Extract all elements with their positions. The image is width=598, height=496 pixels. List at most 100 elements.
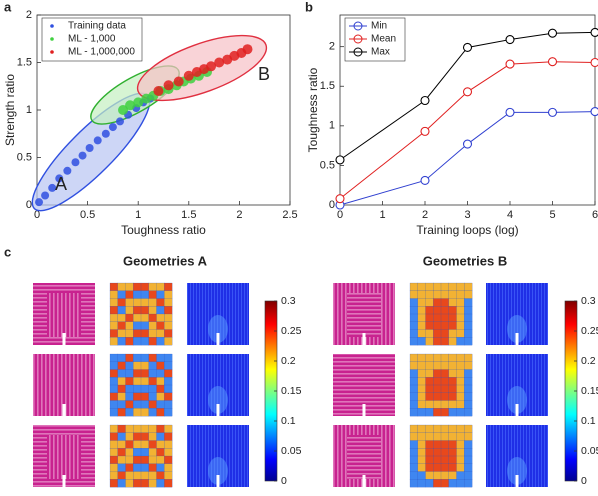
design-cell bbox=[448, 408, 457, 417]
design-cell bbox=[456, 313, 465, 323]
design-cell bbox=[425, 377, 434, 386]
design-cell bbox=[440, 384, 450, 394]
design-cell bbox=[156, 361, 165, 370]
design-cell bbox=[164, 471, 173, 480]
design-cell bbox=[117, 479, 126, 488]
design-cell bbox=[425, 432, 434, 441]
design-cell bbox=[448, 361, 457, 370]
design-cell bbox=[417, 377, 426, 386]
design-cell bbox=[109, 321, 119, 330]
design-cell bbox=[133, 337, 142, 346]
design-cell bbox=[464, 377, 473, 386]
design-cell bbox=[433, 384, 442, 394]
design-cell bbox=[125, 408, 134, 417]
stress-glow bbox=[507, 457, 527, 485]
point bbox=[214, 57, 225, 68]
point bbox=[78, 151, 87, 160]
colorbar-tick-label: 0.15 bbox=[581, 385, 598, 397]
geometry-core bbox=[347, 435, 381, 479]
series-line bbox=[339, 111, 596, 206]
point bbox=[420, 175, 430, 186]
geometry-core bbox=[347, 293, 381, 337]
design-cell bbox=[117, 448, 126, 457]
design-cell bbox=[440, 377, 450, 386]
design-cell bbox=[125, 440, 134, 449]
design-cell bbox=[448, 479, 457, 488]
design-cell bbox=[425, 337, 434, 346]
design-cell bbox=[117, 440, 126, 449]
design-cell bbox=[148, 479, 157, 488]
design-cell bbox=[417, 369, 426, 378]
design-cell bbox=[140, 400, 150, 409]
design-cell bbox=[148, 282, 157, 292]
design-cell bbox=[148, 290, 157, 299]
design-cell bbox=[409, 298, 419, 307]
design-cell bbox=[125, 479, 134, 488]
colorbar-tick-label: 0.2 bbox=[581, 355, 596, 367]
x-axis-label: Toughness ratio bbox=[121, 223, 206, 237]
design-cell bbox=[448, 298, 457, 307]
design-cell bbox=[140, 282, 150, 292]
x-tick-label: 0.5 bbox=[80, 209, 95, 221]
design-cell bbox=[464, 282, 473, 292]
design-cell bbox=[125, 313, 134, 323]
legend-label: Training data bbox=[68, 21, 126, 32]
legend-label: Max bbox=[371, 47, 390, 58]
design-cell bbox=[125, 369, 134, 378]
legend-label: Min bbox=[371, 21, 387, 32]
y-tick-label: 0 bbox=[329, 199, 335, 211]
design-cell bbox=[140, 432, 150, 441]
design-cell bbox=[164, 408, 173, 417]
point bbox=[41, 191, 50, 200]
design-cell bbox=[109, 377, 119, 386]
design-cell bbox=[117, 400, 126, 409]
point bbox=[163, 80, 174, 91]
design-cell bbox=[164, 400, 173, 409]
design-cell bbox=[125, 384, 134, 394]
design-cell bbox=[456, 479, 465, 488]
design-cell bbox=[448, 329, 457, 338]
design-cell bbox=[464, 337, 473, 346]
point bbox=[108, 123, 117, 132]
design-cell bbox=[156, 440, 165, 449]
design-cell bbox=[140, 392, 150, 401]
design-cell bbox=[448, 463, 457, 472]
design-cell bbox=[440, 400, 450, 409]
point bbox=[590, 27, 598, 37]
design-cell bbox=[156, 282, 165, 292]
point bbox=[125, 100, 136, 111]
y-tick-label: 1.5 bbox=[320, 80, 335, 92]
design-cell bbox=[409, 424, 419, 434]
design-cell bbox=[409, 361, 419, 370]
design-cell bbox=[140, 408, 150, 417]
design-cell bbox=[433, 432, 442, 441]
point bbox=[153, 86, 164, 96]
design-cell bbox=[125, 448, 134, 457]
design-cell bbox=[109, 424, 119, 434]
design-cell bbox=[417, 298, 426, 307]
design-cell bbox=[140, 361, 150, 370]
design-cell bbox=[109, 353, 119, 363]
design-cell bbox=[164, 329, 173, 338]
design-cell bbox=[425, 384, 434, 394]
design-cell bbox=[156, 298, 165, 307]
y-axis-label: Strength ratio bbox=[3, 74, 17, 146]
design-cell bbox=[433, 369, 442, 378]
notch bbox=[62, 404, 66, 416]
design-cell bbox=[464, 448, 473, 457]
design-cell bbox=[409, 479, 419, 488]
design-cell bbox=[109, 282, 119, 292]
design-cell bbox=[464, 392, 473, 401]
design-cell bbox=[148, 353, 157, 363]
design-cell bbox=[164, 455, 173, 465]
design-cell bbox=[125, 321, 134, 330]
design-cell bbox=[417, 282, 426, 292]
point bbox=[547, 28, 558, 38]
point bbox=[101, 129, 110, 138]
colorbar-tick-label: 0.1 bbox=[581, 415, 596, 427]
design-cell bbox=[417, 306, 426, 315]
design-cell bbox=[440, 424, 450, 434]
design-cell bbox=[425, 321, 434, 330]
design-cell bbox=[456, 369, 465, 378]
design-cell bbox=[109, 290, 119, 299]
